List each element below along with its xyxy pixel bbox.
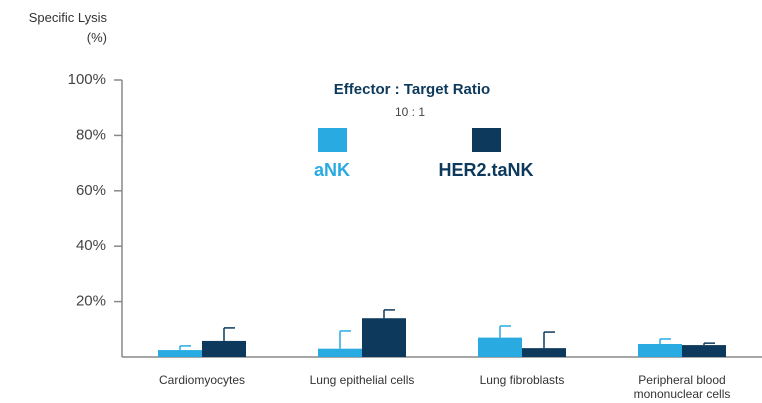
legend-swatch xyxy=(318,128,347,152)
x-tick-label: Cardiomyocytes xyxy=(158,373,246,387)
legend-title: Effector : Target Ratio xyxy=(334,81,490,98)
x-tick-label: Peripheral blood mononuclear cells xyxy=(633,373,731,401)
y-tick-label: 40% xyxy=(76,237,106,254)
bar xyxy=(202,340,246,357)
y-tick-label: 20% xyxy=(76,293,106,310)
x-tick-label: Lung epithelial cells xyxy=(309,373,415,387)
y-tick-label: 100% xyxy=(68,71,106,88)
bar xyxy=(158,350,202,357)
bar xyxy=(478,337,522,357)
y-tick-label: 60% xyxy=(76,182,106,199)
bar xyxy=(318,348,362,357)
legend-label: HER2.taNK xyxy=(438,160,533,180)
y-tick-label: 80% xyxy=(76,126,106,143)
bar xyxy=(682,345,726,357)
legend-label: aNK xyxy=(314,160,350,180)
y-axis-label: Specific Lysis (%) xyxy=(28,10,107,45)
x-tick-label: Lung fibroblasts xyxy=(479,373,565,387)
bar xyxy=(638,343,682,357)
legend-subtitle: 10 : 1 xyxy=(395,105,425,119)
bar xyxy=(362,318,406,357)
bar xyxy=(522,348,566,357)
legend-swatch xyxy=(472,128,501,152)
